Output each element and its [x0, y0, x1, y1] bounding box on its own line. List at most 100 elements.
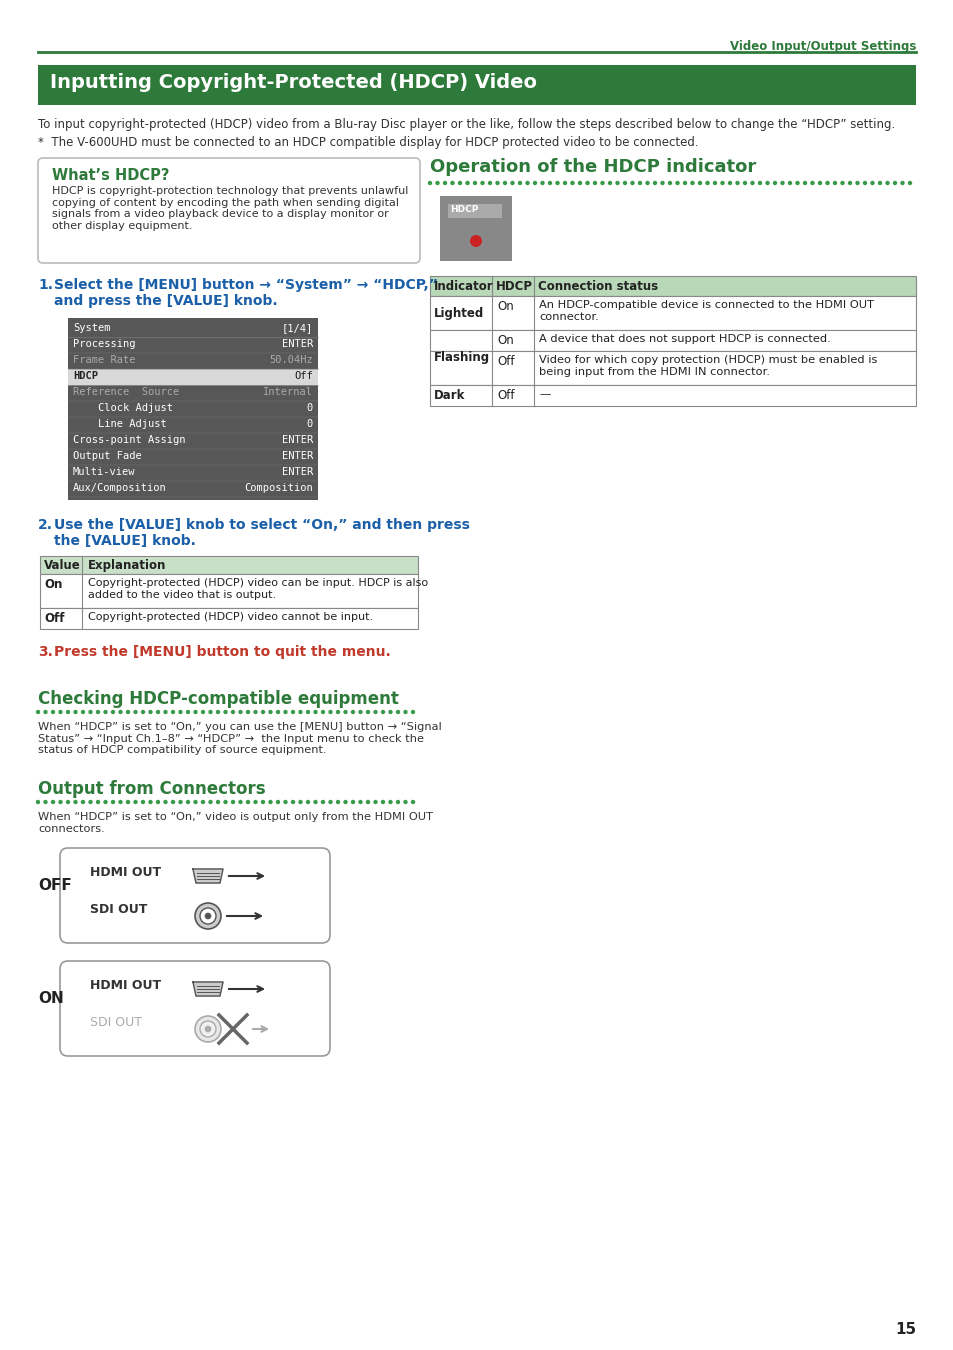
- Circle shape: [862, 181, 866, 185]
- Circle shape: [539, 181, 544, 185]
- Circle shape: [749, 181, 754, 185]
- Bar: [430, 351, 915, 385]
- Text: the [VALUE] knob.: the [VALUE] knob.: [54, 535, 195, 548]
- Circle shape: [238, 799, 242, 805]
- Circle shape: [704, 181, 709, 185]
- Bar: [38, 65, 915, 105]
- Circle shape: [403, 710, 407, 714]
- Text: ENTER: ENTER: [281, 435, 313, 446]
- Circle shape: [757, 181, 761, 185]
- Text: Copyright-protected (HDCP) video can be input. HDCP is also
added to the video t: Copyright-protected (HDCP) video can be …: [88, 578, 428, 599]
- Bar: [40, 574, 417, 608]
- Circle shape: [690, 181, 694, 185]
- Circle shape: [517, 181, 521, 185]
- Circle shape: [502, 181, 507, 185]
- Bar: [430, 329, 915, 351]
- Circle shape: [787, 181, 791, 185]
- Text: Output from Connectors: Output from Connectors: [38, 780, 265, 798]
- Text: Inputting Copyright-Protected (HDCP) Video: Inputting Copyright-Protected (HDCP) Vid…: [50, 73, 537, 92]
- Text: *  The V-600UHD must be connected to an HDCP compatible display for HDCP protect: * The V-600UHD must be connected to an H…: [38, 136, 698, 148]
- Circle shape: [193, 710, 197, 714]
- Text: Frame Rate: Frame Rate: [73, 355, 135, 364]
- Text: SDI OUT: SDI OUT: [90, 903, 147, 917]
- Circle shape: [395, 710, 399, 714]
- Circle shape: [148, 710, 152, 714]
- Text: [1/4]: [1/4]: [281, 323, 313, 333]
- Text: Video for which copy protection (HDCP) must be enabled is
being input from the H: Video for which copy protection (HDCP) m…: [538, 355, 877, 377]
- Circle shape: [283, 710, 288, 714]
- Circle shape: [95, 799, 100, 805]
- Text: Clock Adjust: Clock Adjust: [73, 404, 172, 413]
- Circle shape: [395, 799, 399, 805]
- Text: What’s HDCP?: What’s HDCP?: [52, 167, 170, 184]
- Text: ON: ON: [38, 991, 64, 1006]
- Circle shape: [118, 799, 123, 805]
- Circle shape: [373, 710, 377, 714]
- Circle shape: [178, 710, 183, 714]
- Text: Internal: Internal: [263, 387, 313, 397]
- Circle shape: [103, 710, 108, 714]
- Circle shape: [260, 710, 265, 714]
- Polygon shape: [193, 981, 223, 996]
- Circle shape: [411, 710, 415, 714]
- Text: Flashing: Flashing: [434, 351, 490, 364]
- Text: HDCP: HDCP: [496, 279, 533, 293]
- Circle shape: [51, 710, 55, 714]
- Text: Video Input/Output Settings: Video Input/Output Settings: [729, 40, 915, 53]
- Text: Processing: Processing: [73, 339, 135, 350]
- Text: Use the [VALUE] knob to select “On,” and then press: Use the [VALUE] knob to select “On,” and…: [54, 518, 470, 532]
- Text: Off: Off: [497, 355, 514, 369]
- Circle shape: [306, 799, 310, 805]
- Circle shape: [809, 181, 814, 185]
- Circle shape: [313, 799, 317, 805]
- Circle shape: [36, 799, 40, 805]
- Text: —: —: [538, 389, 550, 400]
- Circle shape: [802, 181, 806, 185]
- Circle shape: [118, 710, 123, 714]
- Text: On: On: [497, 333, 514, 347]
- Circle shape: [585, 181, 589, 185]
- Circle shape: [200, 1021, 215, 1037]
- Circle shape: [555, 181, 559, 185]
- Circle shape: [163, 799, 168, 805]
- Text: Checking HDCP-compatible equipment: Checking HDCP-compatible equipment: [38, 690, 398, 707]
- Circle shape: [111, 799, 115, 805]
- Circle shape: [89, 710, 92, 714]
- Bar: [439, 196, 512, 261]
- Circle shape: [712, 181, 717, 185]
- Text: and press the [VALUE] knob.: and press the [VALUE] knob.: [54, 294, 277, 308]
- Circle shape: [253, 710, 257, 714]
- Circle shape: [547, 181, 552, 185]
- Circle shape: [155, 799, 160, 805]
- Circle shape: [351, 710, 355, 714]
- Circle shape: [200, 710, 205, 714]
- Circle shape: [141, 799, 145, 805]
- FancyBboxPatch shape: [60, 961, 330, 1056]
- Circle shape: [253, 799, 257, 805]
- Circle shape: [223, 710, 228, 714]
- Text: ENTER: ENTER: [281, 467, 313, 477]
- Text: On: On: [44, 578, 62, 591]
- Circle shape: [622, 181, 626, 185]
- Circle shape: [186, 799, 190, 805]
- Text: Reference  Source: Reference Source: [73, 387, 179, 397]
- Bar: [430, 275, 915, 296]
- Text: Select the [MENU] button → “System” → “HDCP,”: Select the [MENU] button → “System” → “H…: [54, 278, 437, 292]
- Circle shape: [442, 181, 447, 185]
- Circle shape: [764, 181, 769, 185]
- Text: Aux/Composition: Aux/Composition: [73, 483, 167, 493]
- Circle shape: [840, 181, 843, 185]
- Circle shape: [697, 181, 701, 185]
- Circle shape: [208, 799, 213, 805]
- Bar: [430, 296, 915, 329]
- Circle shape: [36, 710, 40, 714]
- Circle shape: [335, 799, 340, 805]
- Circle shape: [824, 181, 829, 185]
- Circle shape: [592, 181, 597, 185]
- Circle shape: [900, 181, 903, 185]
- Circle shape: [313, 710, 317, 714]
- Circle shape: [473, 181, 476, 185]
- Circle shape: [727, 181, 732, 185]
- Circle shape: [403, 799, 407, 805]
- Circle shape: [795, 181, 799, 185]
